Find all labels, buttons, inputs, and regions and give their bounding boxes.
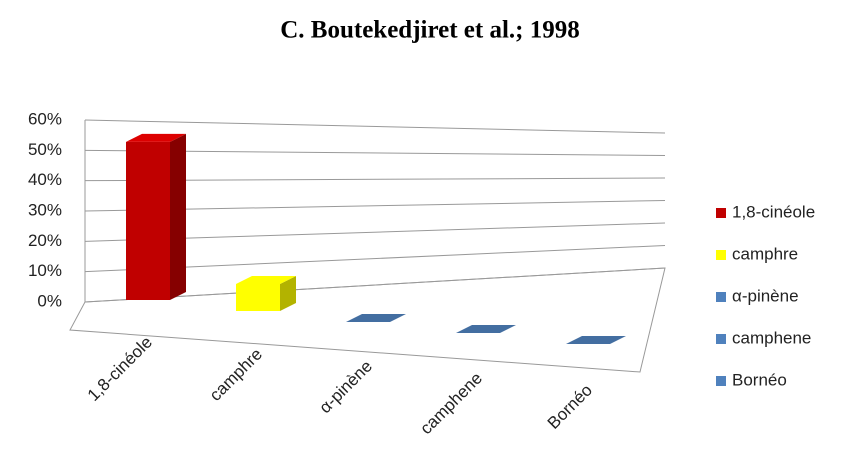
y-tick-label: 50%: [28, 140, 62, 159]
bar: [236, 276, 296, 311]
legend-swatch: [716, 376, 726, 386]
y-tick-label: 60%: [28, 109, 62, 128]
y-tick-label: 40%: [28, 170, 62, 189]
bar-top: [126, 133, 186, 142]
x-tick-label: Bornéo: [544, 381, 596, 433]
legend-label: α-pinène: [732, 286, 799, 305]
bar-top: [346, 314, 406, 322]
legend-swatch: [716, 334, 726, 344]
bar-side: [280, 276, 296, 311]
legend-swatch: [716, 250, 726, 260]
bar-side: [170, 133, 186, 300]
bar-front: [126, 141, 170, 300]
legend-swatch: [716, 208, 726, 218]
bar-top: [236, 276, 296, 284]
x-tick-label: α-pinène: [316, 357, 376, 417]
legend-label: 1,8-cinéole: [732, 202, 815, 221]
x-tick-label: camphene: [416, 369, 486, 439]
bar-front: [236, 284, 280, 311]
bar: [566, 336, 626, 344]
bar: [346, 314, 406, 322]
x-tick-label: 1,8-cinéole: [84, 333, 156, 405]
y-tick-label: 0%: [37, 291, 62, 310]
chart-title: C. Boutekedjiret et al.; 1998: [280, 17, 580, 44]
y-tick-label: 30%: [28, 200, 62, 219]
bar: [126, 133, 186, 300]
x-tick-label: camphre: [206, 345, 266, 405]
bar-top: [566, 336, 626, 344]
y-tick-label: 10%: [28, 261, 62, 280]
grid-line: [84, 267, 666, 303]
bar: [456, 325, 516, 333]
legend-swatch: [716, 292, 726, 302]
legend-label: camphre: [732, 244, 798, 263]
bar-top: [456, 325, 516, 333]
legend-label: camphene: [732, 328, 811, 347]
grid-line: [84, 119, 666, 134]
y-tick-label: 20%: [28, 231, 62, 250]
legend-label: Bornéo: [732, 370, 787, 389]
